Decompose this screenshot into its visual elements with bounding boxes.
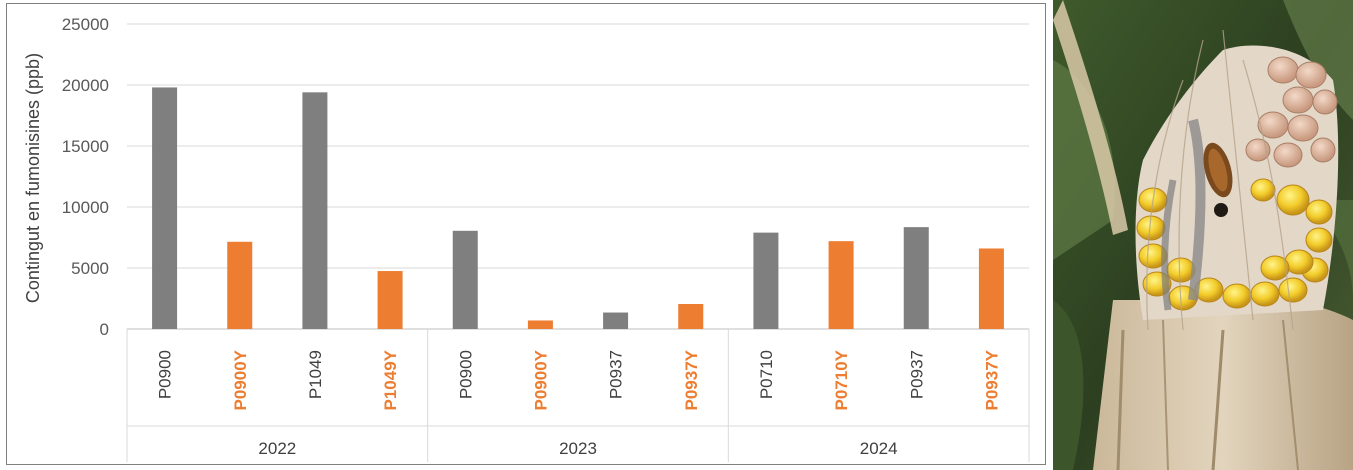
y-tick-label: 20000 [62, 76, 109, 95]
category-label: P0937 [607, 350, 626, 399]
y-axis-title: Contingut en fumonisines (ppb) [23, 53, 43, 303]
tick-labels: 0 5000 10000 15000 20000 25000 P0900 P0900Y P104… [62, 15, 1002, 458]
category-label: P1049 [306, 350, 325, 399]
bar [302, 92, 328, 329]
group-label: 2024 [860, 439, 898, 458]
y-tick-label: 0 [100, 320, 109, 339]
category-axis [126, 329, 1030, 462]
category-label: P0937 [907, 350, 926, 399]
corn-ear-photo [1053, 0, 1353, 470]
y-tick-label: 5000 [71, 259, 109, 278]
group-label: 2023 [559, 439, 597, 458]
bar [678, 303, 704, 329]
category-label: P0900 [156, 350, 175, 399]
bar [527, 320, 553, 329]
y-tick-label: 15000 [62, 137, 109, 156]
bar [978, 248, 1004, 329]
bar [903, 227, 929, 329]
category-label: P0900 [456, 350, 475, 399]
category-label: P0710 [757, 350, 776, 399]
category-label: P1049Y [381, 349, 400, 410]
group-label: 2022 [258, 439, 296, 458]
category-label: P0710Y [832, 349, 851, 410]
bar [452, 230, 478, 329]
bar [828, 241, 854, 329]
category-label: P0937Y [982, 349, 1001, 410]
category-label: P0900Y [231, 349, 250, 410]
bars [152, 87, 1004, 329]
y-tick-label: 10000 [62, 198, 109, 217]
bar [377, 271, 403, 329]
bar [227, 241, 253, 329]
category-label: P0937Y [682, 349, 701, 410]
bar-chart: 0 5000 10000 15000 20000 25000 P0900 P0900Y P104… [23, 15, 1030, 462]
gridlines [127, 23, 1029, 330]
bar [603, 312, 629, 329]
category-label: P0900Y [531, 349, 550, 410]
bar [152, 87, 178, 329]
bar [753, 232, 779, 329]
chart-panel: 0 5000 10000 15000 20000 25000 P0900 P0900Y P104… [6, 3, 1046, 465]
y-tick-label: 25000 [62, 15, 109, 34]
